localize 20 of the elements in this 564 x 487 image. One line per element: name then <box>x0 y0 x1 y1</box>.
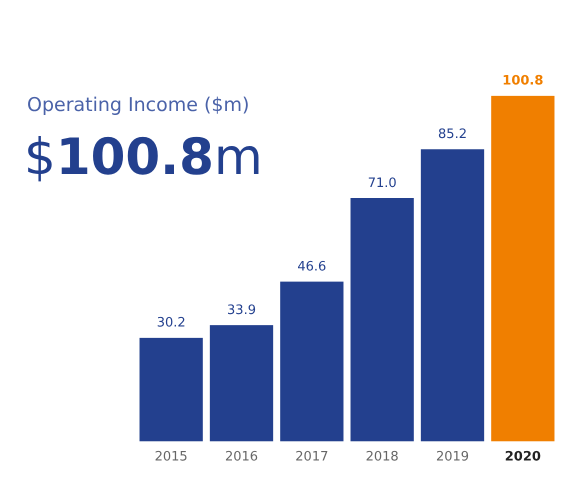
bar <box>140 338 203 442</box>
bar <box>280 282 344 442</box>
x-tick-label: 2017 <box>295 450 328 465</box>
data-label: 30.2 <box>156 316 186 331</box>
bar <box>491 96 554 442</box>
x-tick-label: 2016 <box>224 450 258 465</box>
text: $100.8m <box>24 128 263 186</box>
bar <box>420 149 484 442</box>
data-label: 100.8 <box>502 74 544 89</box>
data-label: 85.2 <box>438 127 467 142</box>
data-label: 71.0 <box>368 176 397 191</box>
x-tick-label: 2015 <box>154 450 188 465</box>
bar <box>350 198 414 442</box>
x-tick-label: 2018 <box>366 450 399 465</box>
data-label: 46.6 <box>297 260 326 275</box>
x-tick-label: 2020 <box>504 450 541 465</box>
data-label: 33.9 <box>227 303 256 318</box>
x-tick-label: 2019 <box>436 450 470 465</box>
bar <box>210 325 274 442</box>
chart-title: Operating Income ($m) <box>27 94 250 116</box>
